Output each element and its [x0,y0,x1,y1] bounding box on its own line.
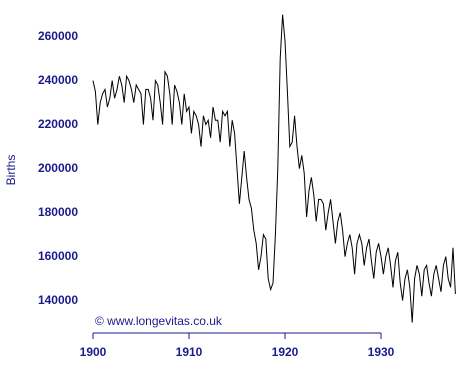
y-tick-label: 240000 [38,73,78,87]
y-tick-label: 140000 [38,293,78,307]
x-tick-label: 1930 [368,345,395,359]
x-tick-label: 1900 [80,345,107,359]
y-tick-label: 220000 [38,117,78,131]
y-tick-label: 180000 [38,205,78,219]
y-tick-label: 260000 [38,29,78,43]
x-tick-label: 1920 [272,345,299,359]
y-axis-label: Births [4,155,18,186]
y-tick-label: 200000 [38,161,78,175]
annotation: © www.longevitas.co.uk [95,314,223,328]
data-line [92,14,456,323]
x-tick-label: 1910 [176,345,203,359]
y-tick-label: 160000 [38,249,78,263]
